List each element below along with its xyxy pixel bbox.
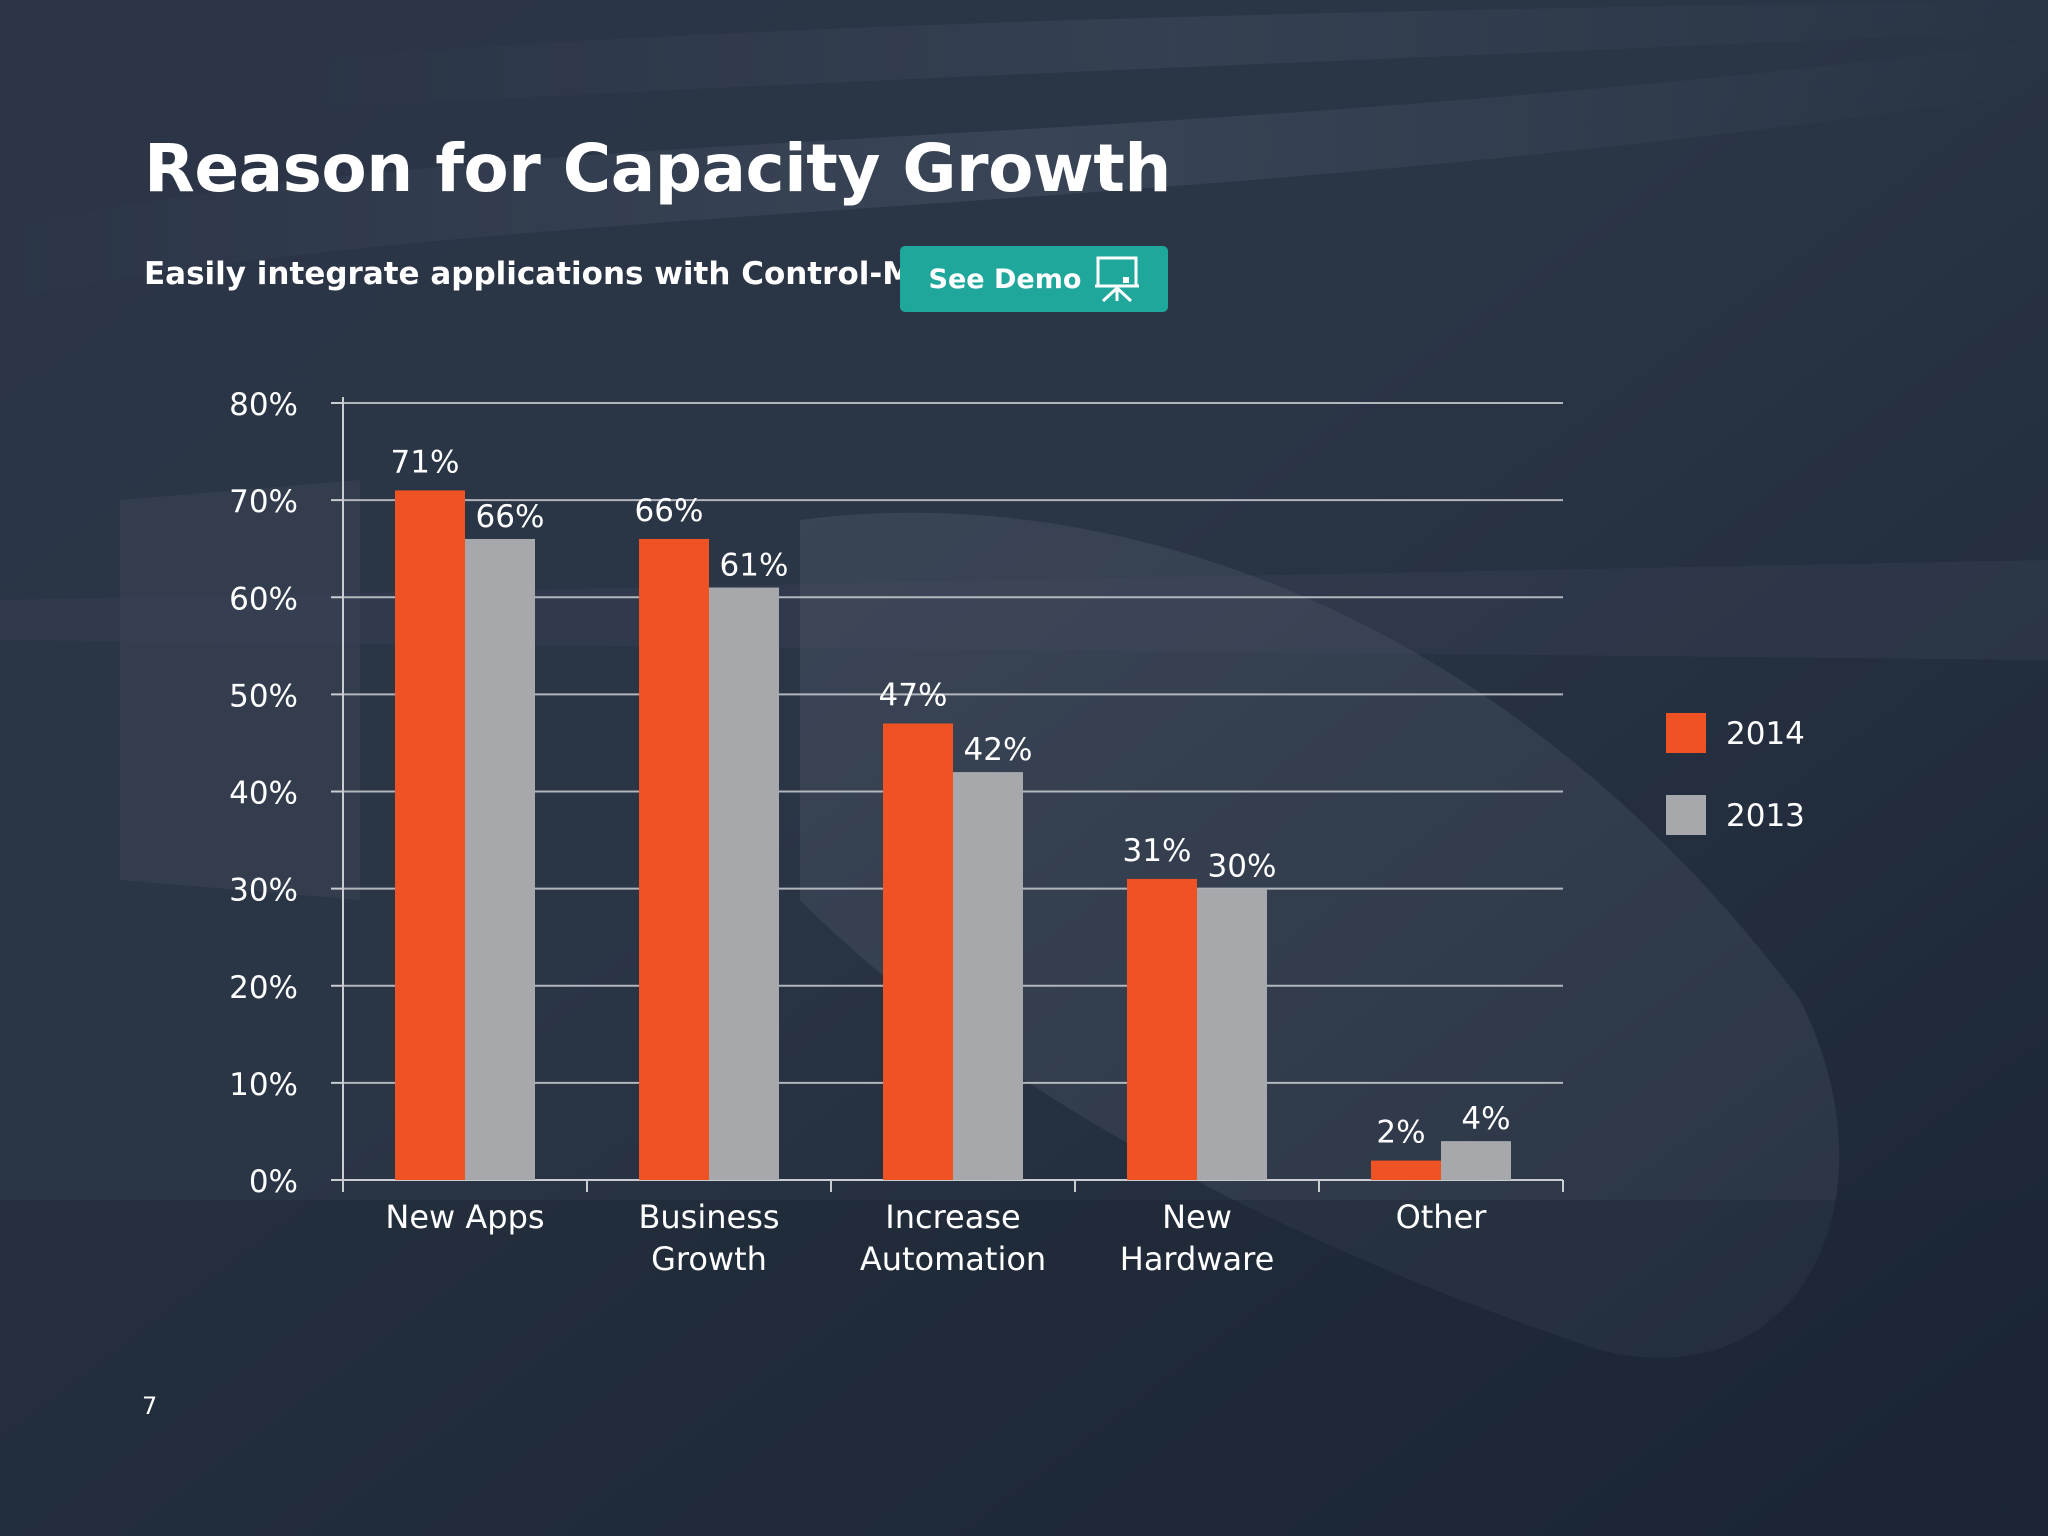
y-tick-label: 20% bbox=[229, 970, 298, 1006]
data-label-2013: 4% bbox=[1461, 1101, 1510, 1137]
legend-swatch-2014 bbox=[1666, 713, 1706, 753]
bar-2013 bbox=[709, 587, 779, 1180]
page-number: 7 bbox=[142, 1392, 158, 1420]
y-tick-label: 0% bbox=[249, 1164, 298, 1200]
bar-2014 bbox=[1127, 878, 1197, 1180]
bar-2013 bbox=[953, 772, 1023, 1180]
bar-2013 bbox=[1197, 888, 1267, 1180]
data-label-2013: 61% bbox=[720, 548, 789, 584]
y-tick-label: 10% bbox=[229, 1067, 298, 1103]
bar-2014 bbox=[395, 490, 465, 1181]
bar-2014 bbox=[883, 723, 953, 1180]
data-label-2014: 71% bbox=[391, 444, 460, 480]
y-tick-label: 60% bbox=[229, 581, 298, 617]
x-tick-label: Business bbox=[638, 1198, 779, 1236]
data-label-2014: 47% bbox=[879, 678, 948, 714]
y-tick-label: 70% bbox=[229, 484, 298, 520]
y-tick-label: 30% bbox=[229, 873, 298, 909]
slide-title: Reason for Capacity Growth bbox=[144, 130, 1171, 207]
bar-2013 bbox=[465, 538, 535, 1180]
data-label-2014: 66% bbox=[635, 493, 704, 529]
y-tick-label: 50% bbox=[229, 678, 298, 714]
data-label-2013: 42% bbox=[964, 732, 1033, 768]
x-tick-label: Increase bbox=[885, 1198, 1020, 1236]
y-tick-label: 40% bbox=[229, 776, 298, 812]
bar-2013 bbox=[1441, 1141, 1511, 1180]
x-tick-label: Growth bbox=[651, 1240, 767, 1278]
y-tick-label: 80% bbox=[229, 387, 298, 423]
legend-swatch-2013 bbox=[1666, 795, 1706, 835]
x-tick-label: New bbox=[1162, 1198, 1232, 1236]
x-tick-label: Automation bbox=[860, 1240, 1046, 1278]
data-label-2013: 30% bbox=[1208, 849, 1277, 885]
see-demo-button-label: See Demo bbox=[928, 263, 1082, 295]
data-label-2014: 2% bbox=[1376, 1115, 1425, 1151]
data-label-2013: 66% bbox=[476, 499, 545, 535]
x-tick-label: Hardware bbox=[1120, 1240, 1275, 1278]
presentation-board-icon bbox=[1095, 255, 1140, 303]
data-label-2014: 31% bbox=[1123, 833, 1192, 869]
x-tick-label: New Apps bbox=[385, 1198, 544, 1236]
bar-2014 bbox=[1371, 1160, 1441, 1180]
legend-label-2013: 2013 bbox=[1726, 798, 1805, 834]
bar-2014 bbox=[639, 538, 709, 1180]
see-demo-button[interactable]: See Demo bbox=[900, 246, 1168, 312]
slide-subtitle: Easily integrate applications with Contr… bbox=[144, 256, 925, 292]
x-tick-label: Other bbox=[1396, 1198, 1488, 1236]
legend-label-2014: 2014 bbox=[1726, 716, 1805, 752]
